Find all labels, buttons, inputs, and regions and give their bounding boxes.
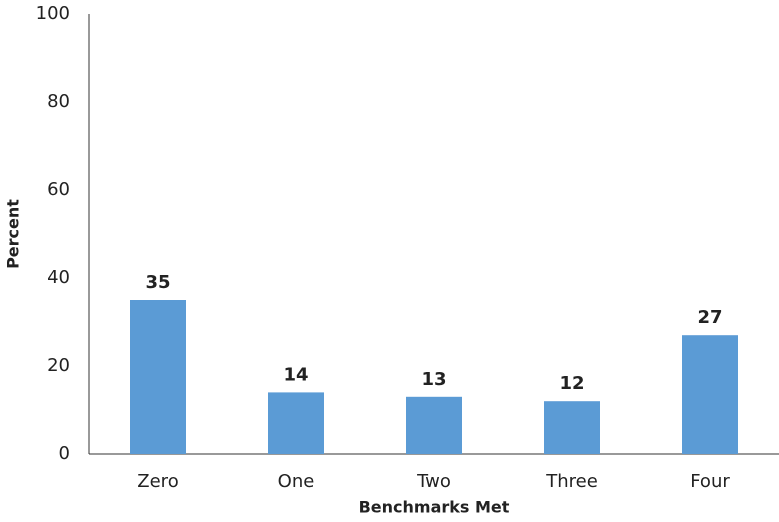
y-tick-label: 20 <box>47 355 70 376</box>
y-tick-label: 40 <box>47 267 70 288</box>
x-tick-label: Two <box>416 471 451 492</box>
x-tick-label: One <box>278 471 315 492</box>
x-tick-label: Three <box>545 471 598 492</box>
x-tick-label: Zero <box>137 471 178 492</box>
x-tick-label: Four <box>690 471 730 492</box>
y-tick-label: 0 <box>59 443 70 464</box>
data-label: 12 <box>559 373 584 394</box>
y-tick-label: 80 <box>47 91 70 112</box>
data-label: 27 <box>697 307 722 328</box>
y-tick-label: 60 <box>47 179 70 200</box>
bar <box>130 300 186 454</box>
bar <box>268 392 324 454</box>
data-label: 35 <box>145 272 170 293</box>
x-axis-label: Benchmarks Met <box>359 498 510 517</box>
data-label: 13 <box>421 369 446 390</box>
y-tick-label: 100 <box>36 3 70 24</box>
bar <box>682 335 738 454</box>
data-label: 14 <box>283 364 308 385</box>
y-axis-label: Percent <box>4 199 23 269</box>
bar <box>406 396 462 454</box>
bar <box>544 401 600 454</box>
